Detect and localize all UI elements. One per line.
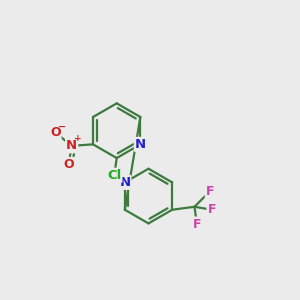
Text: F: F [206,185,214,198]
Text: N: N [66,139,77,152]
Text: Cl: Cl [107,169,122,182]
Text: N: N [119,176,130,189]
Text: F: F [208,203,216,216]
Text: N: N [135,138,146,151]
Text: O: O [63,158,74,171]
Text: −: − [58,122,66,132]
Text: F: F [193,218,201,230]
Text: +: + [74,134,82,143]
Text: O: O [50,126,61,139]
